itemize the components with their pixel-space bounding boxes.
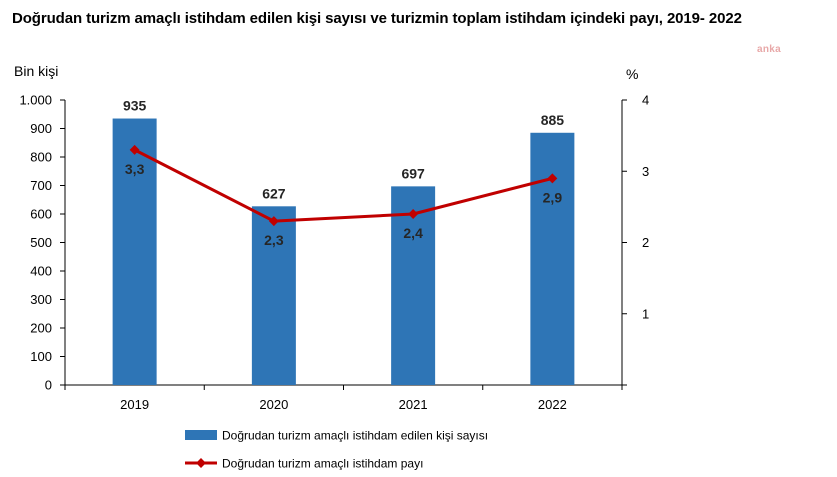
bar	[112, 118, 157, 386]
right-tick-label: 4	[642, 93, 649, 108]
line-marker	[547, 173, 558, 184]
left-tick-label: 800	[30, 150, 52, 165]
bar-value-label: 627	[262, 185, 286, 201]
line-value-label: 2,4	[403, 225, 423, 241]
x-tick-label: 2022	[538, 397, 567, 412]
bar	[530, 132, 575, 385]
x-tick-label: 2019	[120, 397, 149, 412]
line-series	[129, 144, 558, 227]
x-tick-label: 2021	[399, 397, 428, 412]
left-tick-label: 400	[30, 264, 52, 279]
axes: 0 100 200 300 400 500 600 700 800 900 1.000 1 2 3 4 201…	[19, 93, 649, 413]
series-line	[133, 148, 553, 223]
bar	[391, 186, 436, 385]
line-value-label: 2,9	[543, 189, 563, 205]
left-axis-unit-label: Bin kişi	[14, 63, 58, 79]
legend-bar-label: Doğrudan turizm amaçlı istihdam edilen k…	[222, 429, 488, 443]
left-tick-label: 900	[30, 121, 52, 136]
left-tick-label: 500	[30, 235, 52, 250]
legend: Doğrudan turizm amaçlı istihdam edilen k…	[185, 429, 488, 471]
bar-value-label: 697	[401, 165, 425, 181]
left-tick-label: 1.000	[19, 93, 52, 108]
bar-series	[112, 118, 575, 386]
legend-line-marker	[196, 458, 206, 468]
line-marker	[408, 209, 419, 219]
left-tick-label: 100	[30, 349, 52, 364]
left-tick-label: 600	[30, 207, 52, 222]
line-value-label: 3,3	[125, 161, 145, 177]
data-labels: 935 627 697 885 3,3 2,3 2,4 2,9	[123, 98, 564, 249]
right-tick-label: 2	[642, 235, 649, 250]
line-value-label: 2,3	[264, 232, 284, 248]
bar	[251, 206, 296, 385]
left-tick-label: 200	[30, 321, 52, 336]
chart-title: Doğrudan turizm amaçlı istihdam edilen k…	[12, 10, 742, 27]
legend-bar-swatch	[185, 430, 217, 440]
right-tick-label: 1	[642, 306, 649, 321]
left-tick-label: 700	[30, 178, 52, 193]
right-axis-unit-label: %	[626, 66, 638, 82]
line-marker	[268, 216, 279, 227]
bar-value-label: 935	[123, 98, 147, 114]
left-tick-label: 300	[30, 292, 52, 307]
watermark: anka	[757, 44, 781, 55]
x-tick-label: 2020	[259, 397, 288, 412]
legend-line-label: Doğrudan turizm amaçlı istihdam payı	[222, 457, 423, 471]
left-tick-label: 0	[45, 378, 52, 393]
bar-value-label: 885	[541, 112, 565, 128]
right-tick-label: 3	[642, 164, 649, 179]
line-marker	[129, 144, 140, 155]
